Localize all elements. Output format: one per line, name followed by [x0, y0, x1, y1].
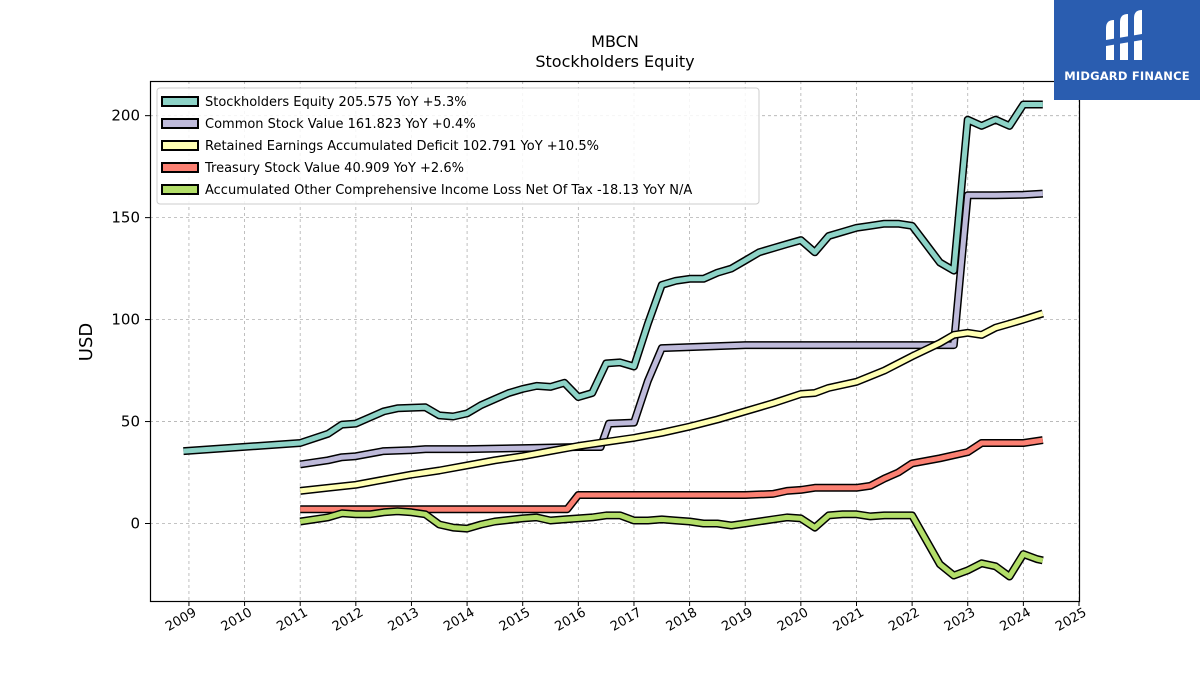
x-tick-label: 2010	[219, 605, 255, 635]
x-tick-label: 2019	[719, 605, 755, 635]
brand-name: MIDGARD FINANCE	[1064, 69, 1190, 83]
x-tick-label: 2014	[441, 605, 477, 635]
legend-entry: Retained Earnings Accumulated Deficit 10…	[205, 139, 599, 154]
x-tick-label: 2011	[274, 605, 310, 635]
y-tick-label: 100	[111, 311, 140, 329]
legend-box	[156, 87, 760, 205]
series-layer	[183, 100, 1044, 581]
chart-title: MBCN	[591, 32, 639, 51]
y-axis-label: USD	[76, 323, 97, 361]
series-line-3	[300, 436, 1044, 514]
x-tick-label: 2017	[608, 605, 644, 635]
series-line-stroke	[299, 311, 1044, 494]
x-axis: 2009 2010 2011 2012 2013 2014 2015 2016 2017 2018…	[163, 601, 1089, 635]
legend-entry: Stockholders Equity 205.575 YoY +5.3%	[205, 95, 467, 110]
series-line-2	[299, 309, 1044, 495]
legend-swatch	[161, 162, 199, 173]
y-tick-label: 150	[111, 209, 140, 227]
x-tick-label: 2009	[163, 605, 199, 635]
x-tick-label: 2013	[386, 605, 422, 635]
series-line-stroke	[299, 508, 1044, 579]
x-tick-label: 2022	[886, 605, 922, 635]
y-axis: 0 50 100 150 200	[111, 107, 150, 533]
y-tick-label: 50	[121, 413, 140, 431]
midgard-logo-mark-icon	[1106, 10, 1142, 60]
series-line-0	[183, 100, 1043, 456]
legend-swatch	[161, 140, 199, 151]
series-line-4	[299, 507, 1044, 581]
x-tick-label: 2023	[942, 605, 978, 635]
y-tick-label: 200	[111, 107, 140, 125]
legend-swatch	[161, 96, 199, 107]
legend: Stockholders Equity 205.575 YoY +5.3% Com…	[156, 87, 760, 205]
chart-subtitle: Stockholders Equity	[535, 52, 694, 71]
y-tick-label: 0	[130, 515, 140, 533]
x-tick-label: 2015	[497, 605, 533, 635]
x-tick-label: 2024	[998, 605, 1034, 635]
x-tick-label: 2021	[831, 605, 867, 635]
series-line-stroke	[183, 102, 1043, 454]
legend-swatch	[161, 118, 199, 129]
x-tick-label: 2020	[775, 605, 811, 635]
x-tick-label: 2016	[553, 605, 589, 635]
legend-entry: Accumulated Other Comprehensive Income L…	[205, 183, 692, 198]
legend-swatch	[161, 184, 199, 195]
legend-entry: Common Stock Value 161.823 YoY +0.4%	[205, 117, 476, 132]
x-tick-label: 2018	[664, 605, 700, 635]
plot-frame	[149, 80, 1081, 603]
x-tick-label: 2025	[1053, 605, 1089, 635]
x-tick-label: 2012	[330, 605, 366, 635]
legend-entry: Treasury Stock Value 40.909 YoY +2.6%	[204, 161, 464, 176]
series-line-stroke	[300, 437, 1044, 512]
brand-logo: MIDGARD FINANCE	[1054, 0, 1200, 100]
